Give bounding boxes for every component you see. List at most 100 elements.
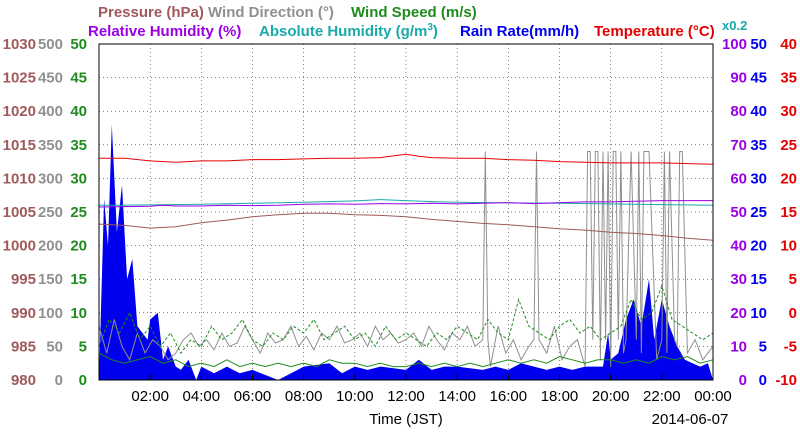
y-tick-rain-rate: 35: [750, 137, 767, 154]
legend-pressure: Pressure (hPa): [98, 4, 204, 21]
y-tick-rain-rate: 30: [750, 170, 767, 187]
y-tick-temperature: 25: [780, 137, 797, 154]
y-tick-rain-rate: 25: [750, 204, 767, 221]
y-tick-pressure: 1025: [3, 70, 36, 87]
y-tick-relative-humidity: 30: [730, 271, 747, 288]
y-tick-wind-direction: 450: [38, 70, 63, 87]
right-axes: 1009080706050403020100504540353025201510…: [722, 36, 797, 389]
y-tick-wind-speed: 45: [70, 70, 87, 87]
y-tick-wind-direction: 100: [38, 305, 63, 322]
y-tick-relative-humidity: 40: [730, 238, 747, 255]
x-tick-label: 00:00: [694, 388, 732, 405]
x-tick-label: 12:00: [387, 388, 425, 405]
y-tick-temperature: 30: [780, 103, 797, 120]
y-tick-wind-direction: 300: [38, 170, 63, 187]
y-tick-rain-rate: 50: [750, 36, 767, 53]
y-tick-temperature: 20: [780, 170, 797, 187]
x-tick-label: 18:00: [541, 388, 579, 405]
y-tick-wind-direction: 250: [38, 204, 63, 221]
legend-absolute-humidity: Absolute Humidity (g/m3): [259, 22, 438, 40]
y-tick-temperature: 35: [780, 70, 797, 87]
y-tick-wind-direction: 150: [38, 271, 63, 288]
series-temperature: [99, 153, 714, 165]
y-tick-wind-speed: 10: [70, 305, 87, 322]
legend-temperature: Temperature (°C): [594, 23, 715, 40]
y-tick-wind-direction: 200: [38, 238, 63, 255]
y-tick-rain-rate: 40: [750, 103, 767, 120]
y-tick-wind-direction: 350: [38, 137, 63, 154]
y-tick-relative-humidity: 80: [730, 103, 747, 120]
x-tick-label: 02:00: [131, 388, 169, 405]
y-tick-pressure: 1030: [3, 36, 36, 53]
y-tick-wind-speed: 0: [79, 372, 87, 389]
x-tick-label: 06:00: [234, 388, 272, 405]
legend-relative-humidity: Relative Humidity (%): [88, 23, 241, 40]
y-tick-temperature: -10: [775, 372, 797, 389]
y-tick-wind-speed: 5: [79, 338, 87, 355]
x-tick-label: 14:00: [438, 388, 476, 405]
y-tick-wind-speed: 50: [70, 36, 87, 53]
left-axes: 1030102510201015101010051000995990985980…: [3, 36, 87, 389]
plot-area: [98, 124, 714, 380]
y-tick-temperature: 5: [789, 271, 797, 288]
y-tick-wind-speed: 40: [70, 103, 87, 120]
x-axis-label: Time (JST): [369, 411, 443, 428]
y-tick-pressure: 1010: [3, 170, 36, 187]
series-absolute-humidity: [98, 199, 714, 206]
y-tick-relative-humidity: 20: [730, 305, 747, 322]
y-tick-rain-rate: 45: [750, 70, 767, 87]
y-tick-relative-humidity: 60: [730, 170, 747, 187]
y-tick-wind-speed: 35: [70, 137, 87, 154]
y-tick-relative-humidity: 0: [739, 372, 747, 389]
x-tick-label: 08:00: [285, 388, 323, 405]
y-tick-pressure: 985: [11, 338, 36, 355]
y-tick-rain-rate: 0: [759, 372, 767, 389]
y-tick-wind-direction: 400: [38, 103, 63, 120]
y-tick-wind-direction: 0: [55, 372, 63, 389]
y-tick-pressure: 990: [11, 305, 36, 322]
y-tick-rain-rate: 10: [750, 305, 767, 322]
y-tick-temperature: 15: [780, 204, 797, 221]
y-tick-pressure: 1005: [3, 204, 36, 221]
series-rain-rate: [99, 124, 713, 380]
y-tick-pressure: 1015: [3, 137, 36, 154]
series-pressure: [98, 212, 714, 241]
y-tick-pressure: 1000: [3, 238, 36, 255]
y-tick-pressure: 980: [11, 372, 36, 389]
legend-rain-rate: Rain Rate(mm/h): [460, 23, 579, 40]
y-tick-wind-speed: 15: [70, 271, 87, 288]
y-tick-pressure: 995: [11, 271, 36, 288]
y-tick-relative-humidity: 10: [730, 338, 747, 355]
y-tick-pressure: 1020: [3, 103, 36, 120]
date-label: 2014-06-07: [652, 411, 729, 428]
x-tick-label: 20:00: [592, 388, 630, 405]
grid: [99, 44, 713, 380]
y-tick-relative-humidity: 50: [730, 204, 747, 221]
legend-wind-speed: Wind Speed (m/s): [351, 4, 477, 21]
legend-wind-direction: Wind Direction (°): [208, 4, 334, 21]
y-tick-relative-humidity: 70: [730, 137, 747, 154]
x-tick-label: 22:00: [643, 388, 681, 405]
y-tick-relative-humidity: 90: [730, 70, 747, 87]
y-tick-rain-rate: 5: [759, 338, 767, 355]
series-relative-humidity: [98, 200, 713, 208]
y-tick-wind-speed: 25: [70, 204, 87, 221]
legend: Pressure (hPa) Wind Direction (°) Wind S…: [88, 4, 747, 40]
y-tick-relative-humidity: 100: [722, 36, 747, 53]
x-tick-label: 04:00: [183, 388, 221, 405]
x-axis-ticks: 02:00 04:00 06:00 08:00 10:00 12:00 14:00 16:00…: [131, 374, 732, 405]
y-tick-wind-direction: 500: [38, 36, 63, 53]
y-tick-rain-rate: 20: [750, 238, 767, 255]
y-tick-wind-speed: 30: [70, 170, 87, 187]
y-tick-rain-rate: 15: [750, 271, 767, 288]
series-wind-speed: [98, 352, 714, 368]
y-tick-temperature: 10: [780, 238, 797, 255]
legend-multiplier: x0.2: [722, 18, 747, 33]
y-tick-wind-speed: 20: [70, 238, 87, 255]
series-wind-direction: [98, 151, 714, 367]
y-tick-temperature: -5: [784, 338, 797, 355]
y-tick-temperature: 40: [780, 36, 797, 53]
x-tick-label: 16:00: [490, 388, 528, 405]
x-tick-label: 10:00: [336, 388, 374, 405]
